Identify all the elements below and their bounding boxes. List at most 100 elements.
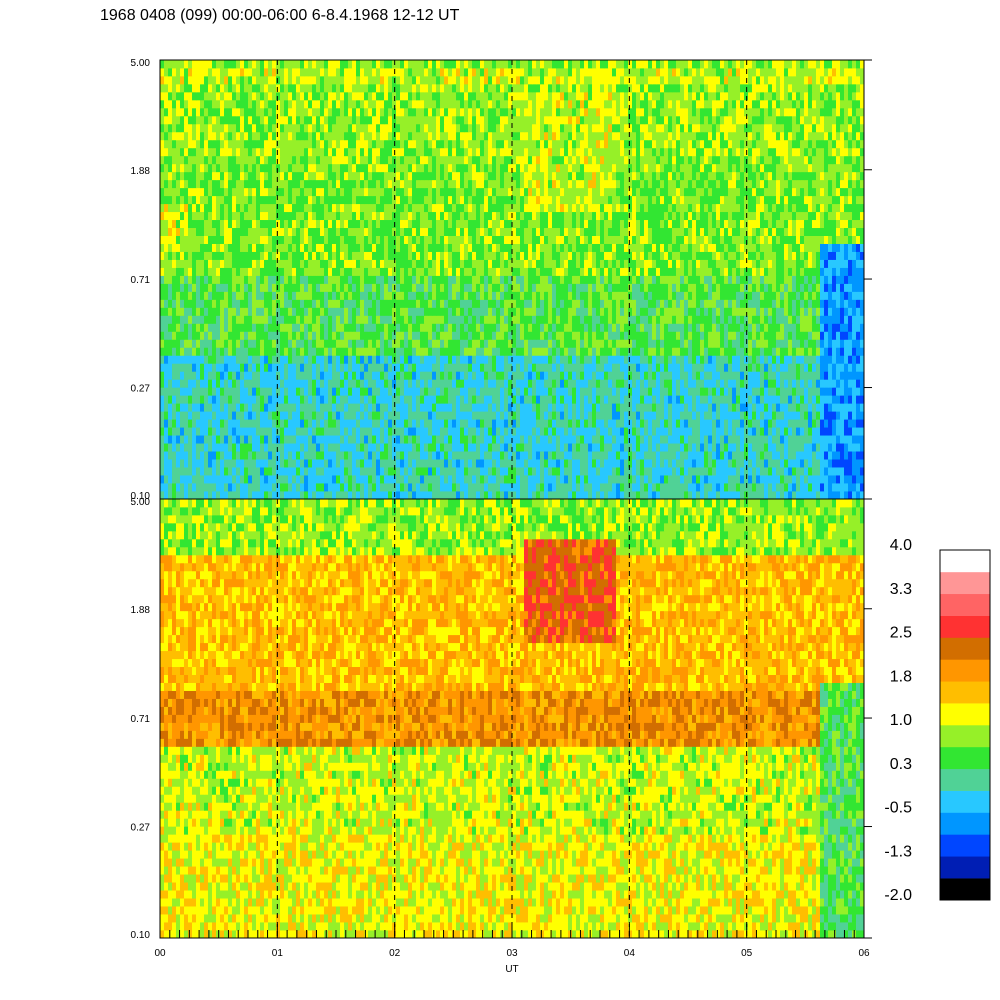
heatmap-cell: [288, 307, 293, 316]
heatmap-cell: [240, 339, 245, 348]
heatmap-cell: [344, 443, 349, 452]
heatmap-cell: [368, 307, 373, 316]
heatmap-cell: [484, 283, 489, 292]
heatmap-cell: [192, 395, 197, 404]
heatmap-cell: [444, 299, 449, 308]
heatmap-cell: [252, 339, 257, 348]
heatmap-cell: [424, 475, 429, 484]
heatmap-cell: [588, 283, 593, 292]
heatmap-cell: [572, 443, 577, 452]
heatmap-cell: [360, 491, 365, 500]
heatmap-cell: [732, 315, 737, 324]
heatmap-cell: [296, 419, 301, 428]
heatmap-cell: [848, 387, 853, 396]
heatmap-cell: [724, 291, 729, 300]
heatmap-cell: [584, 387, 589, 396]
heatmap-cell: [188, 339, 193, 348]
heatmap-cell: [488, 331, 493, 340]
heatmap-cell: [772, 475, 777, 484]
heatmap-cell: [424, 323, 429, 332]
heatmap-cell: [276, 339, 281, 348]
heatmap-cell: [340, 387, 345, 396]
heatmap-cell: [356, 347, 361, 356]
heatmap-cell: [420, 323, 425, 332]
heatmap-cell: [628, 331, 633, 340]
heatmap-cell: [236, 379, 241, 388]
heatmap-cell: [444, 427, 449, 436]
heatmap-cell: [260, 291, 265, 300]
heatmap-cell: [592, 331, 597, 340]
heatmap-cell: [640, 371, 645, 380]
heatmap-cell: [532, 371, 537, 380]
heatmap-cell: [236, 331, 241, 340]
heatmap-cell: [520, 371, 525, 380]
heatmap-cell: [500, 347, 505, 356]
heatmap-cell: [620, 323, 625, 332]
heatmap-cell: [480, 339, 485, 348]
heatmap-cell: [560, 355, 565, 364]
heatmap-cell: [420, 371, 425, 380]
heatmap-cell: [648, 427, 653, 436]
heatmap-cell: [804, 459, 809, 468]
heatmap-cell: [660, 387, 665, 396]
heatmap-cell: [464, 363, 469, 372]
heatmap-cell: [364, 427, 369, 436]
heatmap-cell: [856, 307, 861, 316]
heatmap-cell: [304, 379, 309, 388]
heatmap-cell: [580, 331, 585, 340]
heatmap-cell: [232, 459, 237, 468]
heatmap-cell: [648, 395, 653, 404]
heatmap-cell: [476, 347, 481, 356]
heatmap-cell: [720, 483, 725, 492]
heatmap-cell: [204, 467, 209, 476]
heatmap-cell: [380, 291, 385, 300]
heatmap-cell: [228, 483, 233, 492]
heatmap-cell: [228, 451, 233, 460]
heatmap-cell: [440, 435, 445, 444]
heatmap-cell: [764, 379, 769, 388]
heatmap-cell: [668, 467, 673, 476]
heatmap-cell: [712, 299, 717, 308]
heatmap-cell: [448, 339, 453, 348]
heatmap-cell: [788, 331, 793, 340]
heatmap-cell: [560, 291, 565, 300]
heatmap-cell: [676, 411, 681, 420]
heatmap-cell: [412, 315, 417, 324]
heatmap-cell: [404, 387, 409, 396]
heatmap-cell: [616, 451, 621, 460]
heatmap-cell: [448, 411, 453, 420]
heatmap-cell: [668, 475, 673, 484]
heatmap-cell: [724, 355, 729, 364]
heatmap-cell: [188, 283, 193, 292]
heatmap-cell: [528, 379, 533, 388]
heatmap-cell: [784, 355, 789, 364]
heatmap-cell: [340, 267, 345, 276]
heatmap-cell: [164, 291, 169, 300]
heatmap-cell: [664, 299, 669, 308]
heatmap-cell: [528, 403, 533, 412]
heatmap-cell: [440, 451, 445, 460]
heatmap-cell: [304, 467, 309, 476]
heatmap-cell: [636, 331, 641, 340]
heatmap-cell: [764, 363, 769, 372]
heatmap-cell: [576, 467, 581, 476]
heatmap-cell: [360, 355, 365, 364]
heatmap-cell: [492, 451, 497, 460]
heatmap-cell: [400, 475, 405, 484]
heatmap-cell: [212, 443, 217, 452]
heatmap-cell: [376, 371, 381, 380]
heatmap-cell: [356, 331, 361, 340]
heatmap-cell: [524, 395, 529, 404]
heatmap-cell: [556, 291, 561, 300]
heatmap-cell: [400, 459, 405, 468]
heatmap-cell: [488, 387, 493, 396]
heatmap-cell: [444, 451, 449, 460]
heatmap-cell: [456, 419, 461, 428]
heatmap-cell: [676, 283, 681, 292]
heatmap-cell: [436, 387, 441, 396]
heatmap-cell: [708, 443, 713, 452]
heatmap-cell: [240, 283, 245, 292]
heatmap-cell: [296, 483, 301, 492]
heatmap-cell: [796, 395, 801, 404]
heatmap-cell: [628, 387, 633, 396]
